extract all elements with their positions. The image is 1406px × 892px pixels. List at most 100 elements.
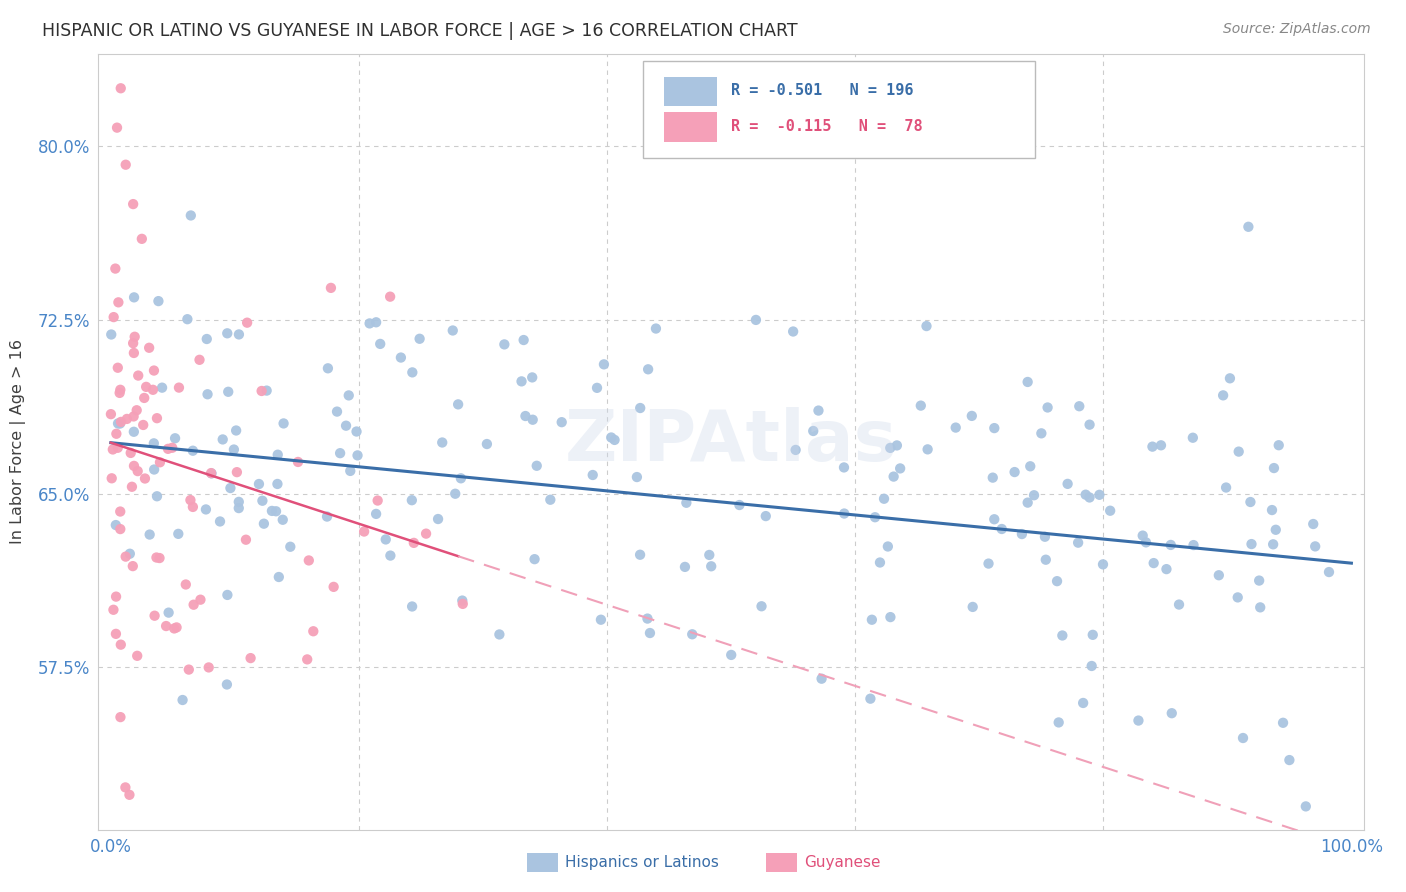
Point [103, 310, 125, 325]
Point [138, 341, 160, 355]
Bar [664, 77, 717, 106]
Point [1135, 535, 1157, 549]
Point [1267, 438, 1289, 452]
Point [782, 325, 804, 339]
Point [180, 209, 202, 223]
Point [638, 626, 661, 640]
Point [917, 442, 939, 457]
Point [1249, 574, 1271, 588]
Text: Source: ZipAtlas.com: Source: ZipAtlas.com [1223, 22, 1371, 37]
Point [105, 590, 128, 604]
Point [1160, 538, 1182, 552]
Point [755, 509, 778, 524]
Point [879, 610, 901, 624]
Point [100, 471, 122, 485]
Point [165, 431, 187, 445]
Point [127, 464, 149, 478]
Point [228, 501, 250, 516]
Point [586, 381, 609, 395]
Point [339, 464, 361, 478]
Point [1074, 488, 1097, 502]
Point [1017, 495, 1039, 509]
Point [628, 401, 651, 415]
Point [359, 317, 381, 331]
Point [538, 492, 561, 507]
Point [172, 693, 194, 707]
Point [1128, 714, 1150, 728]
Point [260, 504, 283, 518]
Point [1249, 600, 1271, 615]
Point [915, 319, 938, 334]
Point [910, 399, 932, 413]
Point [745, 313, 768, 327]
Point [110, 415, 132, 429]
Point [104, 261, 127, 276]
Point [264, 504, 287, 518]
Point [188, 352, 211, 367]
Point [160, 441, 183, 455]
Point [1182, 538, 1205, 552]
Point [200, 467, 222, 481]
Point [121, 480, 143, 494]
Point [150, 381, 173, 395]
Point [368, 337, 391, 351]
Text: ZIPAtlas: ZIPAtlas [565, 407, 897, 476]
Point [143, 462, 166, 476]
Point [236, 316, 259, 330]
Point [1317, 565, 1340, 579]
Point [526, 458, 548, 473]
Point [1219, 371, 1241, 385]
Point [1046, 574, 1069, 589]
Point [401, 599, 423, 614]
Point [1071, 696, 1094, 710]
Point [335, 418, 357, 433]
FancyBboxPatch shape [643, 62, 1035, 158]
Point [100, 407, 122, 421]
Point [108, 385, 131, 400]
Point [217, 384, 239, 399]
Point [628, 548, 651, 562]
Point [142, 383, 165, 397]
Point [1022, 488, 1045, 502]
Point [1239, 495, 1261, 509]
Point [326, 404, 349, 418]
Point [190, 592, 212, 607]
Point [225, 465, 247, 479]
Point [107, 441, 129, 455]
Text: HISPANIC OR LATINO VS GUYANESE IN LABOR FORCE | AGE > 16 CORRELATION CHART: HISPANIC OR LATINO VS GUYANESE IN LABOR … [42, 22, 797, 40]
Point [551, 415, 574, 429]
Point [278, 540, 301, 554]
Point [700, 559, 723, 574]
Point [194, 502, 217, 516]
Point [512, 333, 534, 347]
Point [1056, 476, 1078, 491]
Point [181, 443, 204, 458]
Point [252, 493, 274, 508]
Point [801, 424, 824, 438]
Point [1017, 375, 1039, 389]
Point [157, 606, 180, 620]
Point [127, 368, 149, 383]
Point [1142, 440, 1164, 454]
Point [346, 449, 368, 463]
Point [114, 780, 136, 795]
Point [367, 493, 389, 508]
Point [135, 380, 157, 394]
Point [810, 672, 832, 686]
Point [1132, 528, 1154, 542]
Point [122, 197, 145, 211]
Point [366, 315, 388, 329]
Point [1232, 731, 1254, 745]
Point [122, 290, 145, 304]
Point [447, 397, 470, 411]
Point [1227, 444, 1250, 458]
Point [364, 507, 387, 521]
Point [110, 383, 132, 397]
Point [441, 324, 464, 338]
Point [115, 412, 138, 426]
Point [582, 468, 605, 483]
Point [211, 433, 233, 447]
Point [1302, 516, 1324, 531]
Point [146, 411, 169, 425]
Point [1004, 465, 1026, 479]
